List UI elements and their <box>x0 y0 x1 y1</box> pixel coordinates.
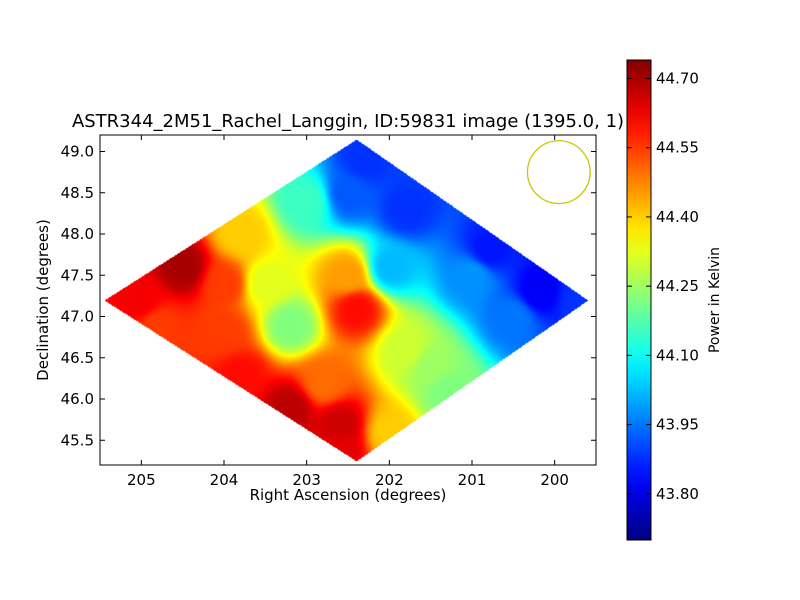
axes-frame <box>99 134 597 466</box>
x-tick-label: 201 <box>458 471 487 489</box>
colorbar-bar <box>627 60 651 540</box>
y-tick-label: 46.5 <box>61 349 94 367</box>
x-tick-label: 205 <box>127 471 156 489</box>
colorbar-tick-label: 43.80 <box>656 485 699 503</box>
colorbar-ticks: 43.80 43.95 44.10 44.25 44.40 44.55 44.70 <box>627 69 699 503</box>
beam-marker <box>526 140 591 205</box>
y-tick-label: 45.5 <box>61 431 94 449</box>
heatmap-area <box>100 135 596 465</box>
y-tick-label: 47.5 <box>61 266 94 284</box>
colorbar-tick-label: 44.55 <box>656 139 699 157</box>
x-axis: 205 204 203 202 201 200 <box>127 135 569 489</box>
x-tick-label: 200 <box>540 471 569 489</box>
x-axis-label: Right Ascension (degrees) <box>250 486 447 504</box>
y-axis-label: Declination (degrees) <box>34 219 52 381</box>
x-tick-label: 203 <box>292 471 321 489</box>
colorbar-tick-label: 44.10 <box>656 346 699 364</box>
y-tick-label: 48.5 <box>61 184 94 202</box>
colorbar-tick-label: 44.25 <box>656 277 699 295</box>
y-axis: 45.5 46.0 46.5 47.0 47.5 48.0 48.5 49.0 <box>61 143 596 449</box>
colorbar: 43.80 43.95 44.10 44.25 44.40 44.55 44.70 Powe… <box>626 59 723 541</box>
y-tick-label: 46.0 <box>61 390 94 408</box>
colorbar-tick-label: 44.70 <box>656 69 699 87</box>
x-tick-label: 204 <box>210 471 239 489</box>
y-tick-label: 49.0 <box>61 143 94 161</box>
heatmap-image <box>100 135 596 465</box>
y-tick-label: 48.0 <box>61 225 94 243</box>
colorbar-tick-label: 44.40 <box>656 208 699 226</box>
y-tick-label: 47.0 <box>61 308 94 326</box>
colorbar-label: Power in Kelvin <box>707 247 723 353</box>
colorbar-frame <box>626 59 652 541</box>
chart-title: ASTR344_2M51_Rachel_Langgin, ID:59831 im… <box>72 111 624 132</box>
colorbar-tick-label: 43.95 <box>656 416 699 434</box>
x-tick-label: 202 <box>375 471 404 489</box>
